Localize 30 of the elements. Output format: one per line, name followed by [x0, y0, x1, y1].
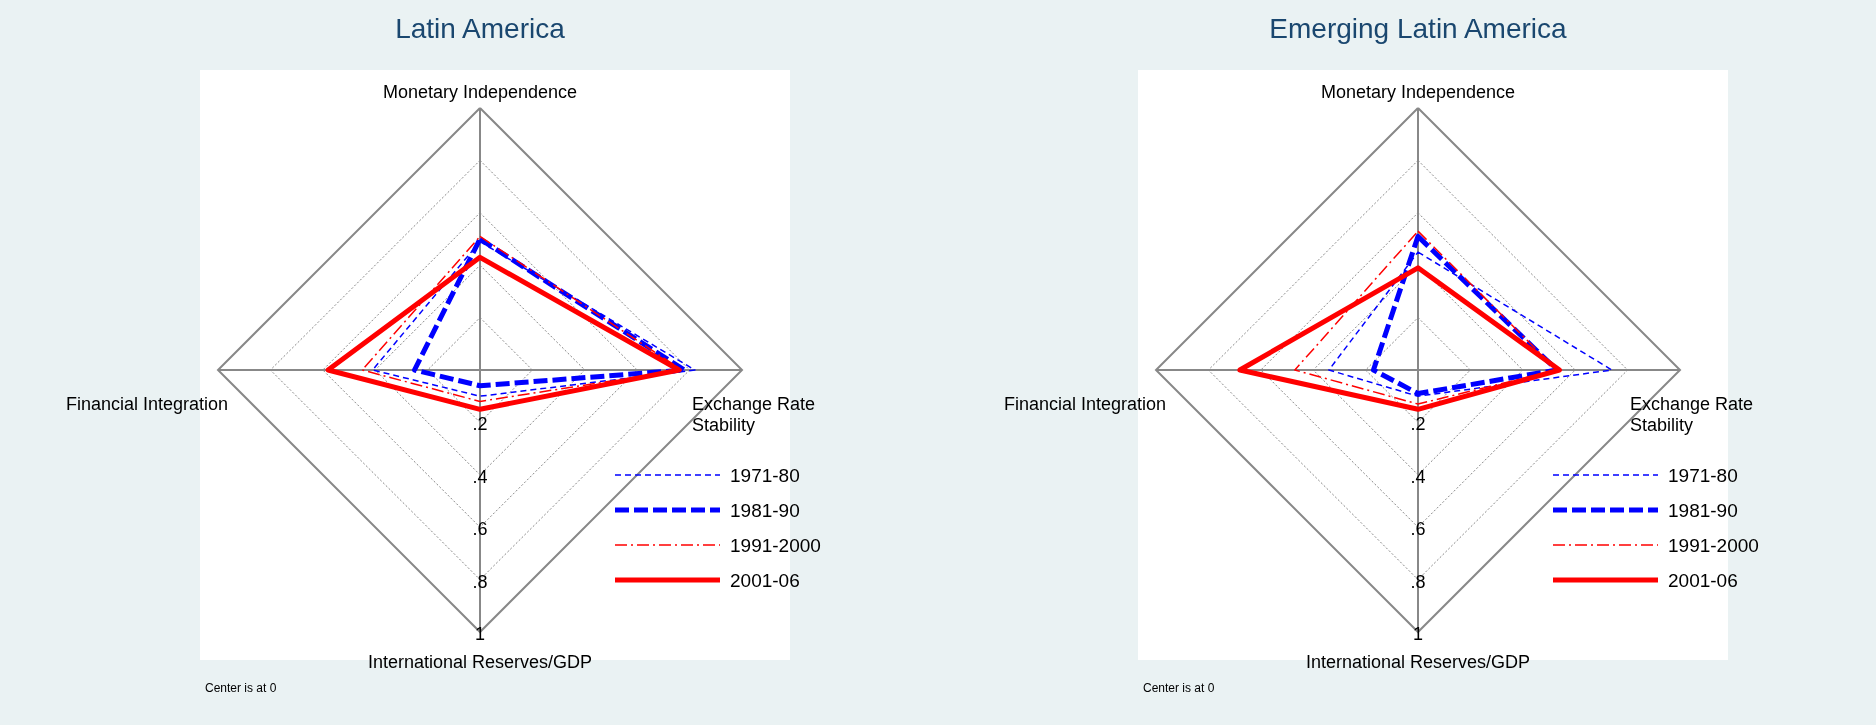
text: 1981-90	[1668, 500, 1738, 521]
spoke-label: International Reserves/GDP	[367, 652, 593, 672]
spoke-label: Financial Integration	[65, 394, 228, 414]
y-tick-label: .8	[472, 571, 488, 592]
text: Center is at 0	[205, 681, 277, 695]
spoke-label: Exchange Rate Stability	[1630, 394, 1754, 435]
text: 2001-06	[730, 570, 800, 591]
y-tick-label: .6	[1410, 519, 1426, 540]
y-tick-label: 1	[474, 624, 486, 644]
text: 1991-2000	[1668, 535, 1759, 556]
y-tick-label: .8	[1410, 571, 1426, 592]
spoke-label: Exchange Rate Stability	[692, 394, 816, 435]
spoke-label: Monetary Independence	[382, 82, 578, 102]
y-tick-label: 1	[1412, 624, 1424, 644]
text: 1971-80	[1668, 465, 1738, 486]
chart-title: Latin America	[395, 13, 566, 44]
text: 1981-90	[730, 500, 800, 521]
spoke-label: International Reserves/GDP	[1305, 652, 1531, 672]
spoke-label: Monetary Independence	[1320, 82, 1516, 102]
text: 1971-80	[730, 465, 800, 486]
text: 1991-2000	[730, 535, 821, 556]
chart-title: Emerging Latin America	[1269, 13, 1568, 44]
y-tick-label: .2	[472, 414, 488, 435]
y-tick-label: .4	[1410, 466, 1426, 487]
y-tick-label: .4	[472, 466, 488, 487]
text: Center is at 0	[1143, 681, 1215, 695]
text: 2001-06	[1668, 570, 1738, 591]
y-tick-label: .2	[1410, 414, 1426, 435]
spoke-label: Financial Integration	[1003, 394, 1166, 414]
y-tick-label: .6	[472, 519, 488, 540]
